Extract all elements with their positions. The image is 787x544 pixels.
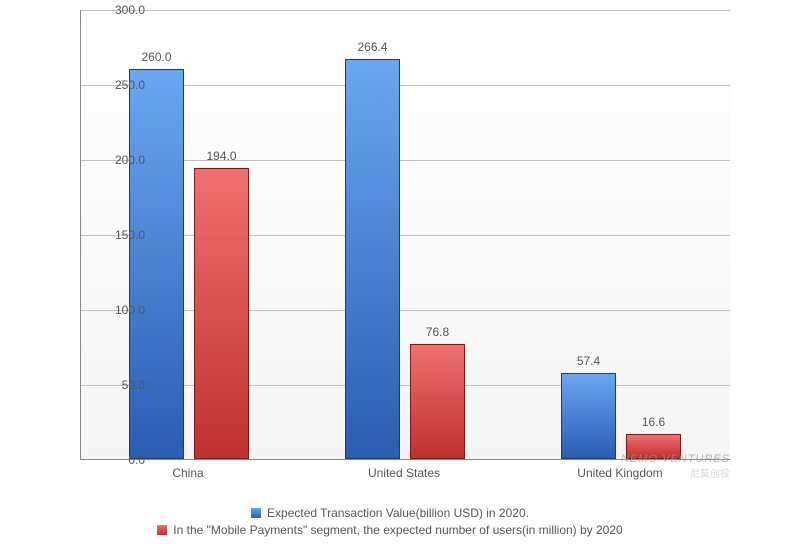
legend-swatch (157, 525, 167, 535)
x-category-label: China (108, 466, 268, 480)
legend: Expected Transaction Value(billion USD) … (110, 503, 670, 540)
bar (345, 59, 400, 459)
y-tick-label: 200.0 (100, 153, 145, 167)
watermark-main: NEMO VENTURES (621, 453, 730, 465)
y-tick-label: 150.0 (100, 228, 145, 242)
bar (410, 344, 465, 459)
watermark-sub: 尼莫创投 (690, 465, 730, 480)
legend-item: Expected Transaction Value(billion USD) … (110, 506, 670, 520)
bar-value-label: 57.4 (539, 354, 639, 368)
x-category-label: United Kingdom (540, 466, 700, 480)
legend-item: In the "Mobile Payments" segment, the ex… (110, 523, 670, 537)
bar-value-label: 260.0 (107, 50, 207, 64)
y-tick-label: 250.0 (100, 78, 145, 92)
grid-line (81, 10, 730, 11)
bar-value-label: 266.4 (323, 40, 423, 54)
x-category-label: United States (324, 466, 484, 480)
bar-value-label: 76.8 (388, 325, 488, 339)
y-tick-label: 100.0 (100, 303, 145, 317)
chart-container: 260.0 194.0 266.4 76.8 57.4 16.6 0.0 50.0 100.0… (30, 10, 750, 540)
bar (129, 69, 184, 459)
bar (194, 168, 249, 459)
y-tick-label: 0.0 (100, 453, 145, 467)
legend-swatch (251, 508, 261, 518)
y-tick-label: 50.0 (100, 378, 145, 392)
bar-value-label: 16.6 (604, 415, 704, 429)
legend-label: In the "Mobile Payments" segment, the ex… (173, 523, 622, 537)
bar-value-label: 194.0 (172, 149, 272, 163)
legend-label: Expected Transaction Value(billion USD) … (267, 506, 529, 520)
plot-area: 260.0 194.0 266.4 76.8 57.4 16.6 (80, 10, 730, 460)
y-tick-label: 300.0 (100, 3, 145, 17)
